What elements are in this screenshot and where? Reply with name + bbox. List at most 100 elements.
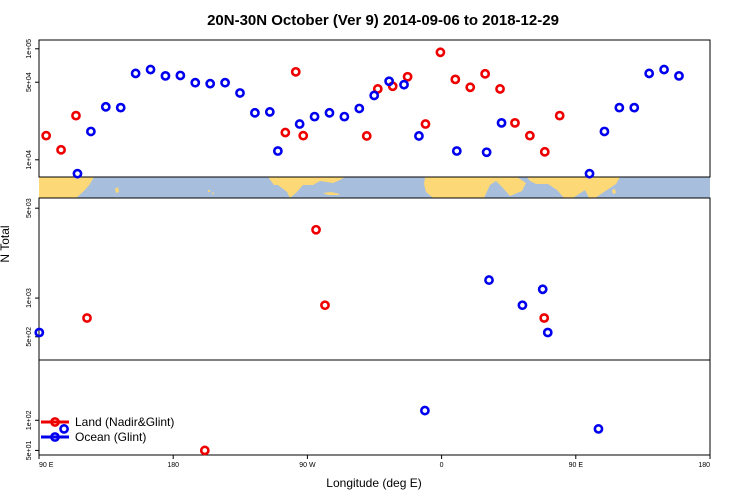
ocean-point — [250, 107, 260, 118]
ocean-point — [593, 424, 604, 434]
ocean-point — [272, 146, 283, 156]
land-point — [539, 313, 550, 323]
land-point — [495, 84, 505, 94]
x-tick-label: 90 E — [569, 462, 584, 469]
ocean-point — [537, 284, 548, 295]
y-tick-label: 5e+03 — [26, 198, 33, 218]
land-point — [311, 224, 321, 235]
ocean-point — [614, 102, 625, 113]
map-land-north-america — [270, 177, 345, 198]
ocean-point — [115, 102, 126, 113]
y-axis-label: N Total — [0, 225, 12, 262]
world-map-strip — [39, 177, 710, 198]
land-point — [554, 110, 565, 121]
map-land-taiwan-east — [612, 189, 616, 194]
land-point — [71, 110, 81, 121]
axes: 1e+05 5e+04 1e+04 5e+03 1e+03 5e+02 1e+02 5e+01… — [26, 39, 711, 469]
ocean-point — [145, 64, 156, 75]
data-points — [34, 47, 684, 456]
land-point — [199, 445, 210, 456]
ocean-point — [481, 147, 492, 158]
land-point — [435, 47, 446, 58]
ocean-point — [484, 275, 494, 285]
map-land-baja — [268, 177, 277, 185]
ocean-point — [175, 70, 186, 81]
ocean-point — [100, 101, 111, 112]
x-tick-label: 90 W — [299, 462, 316, 469]
ocean-point — [659, 64, 669, 75]
land-point — [56, 144, 66, 155]
chart-title: 20N-30N October (Ver 9) 2014-09-06 to 20… — [207, 12, 559, 29]
ocean-point — [451, 146, 462, 156]
ocean-point — [339, 111, 350, 122]
land-point — [290, 66, 301, 77]
ocean-point — [205, 78, 216, 89]
land-point — [361, 131, 372, 141]
land-point — [450, 74, 461, 85]
ocean-point — [384, 76, 395, 87]
ocean-point — [59, 424, 69, 434]
legend-land-label: Land (Nadir&Glint) — [75, 415, 174, 429]
map-land-cuba — [323, 192, 340, 195]
ocean-point — [542, 327, 553, 338]
ocean-point — [34, 327, 45, 338]
ocean-point — [629, 102, 640, 113]
y-tick-label: 5e+01 — [26, 440, 33, 460]
land-point — [420, 119, 431, 129]
panel-frame-3 — [38, 359, 711, 456]
ocean-point — [369, 90, 380, 101]
legend-land-marker — [50, 417, 60, 427]
ocean-point — [496, 117, 507, 128]
land-point — [480, 68, 491, 79]
ocean-point — [419, 405, 430, 416]
land-point — [280, 127, 291, 138]
ocean-point — [85, 126, 96, 137]
ocean-point — [190, 77, 201, 88]
land-point — [524, 130, 535, 141]
land-point — [41, 130, 52, 141]
y-tick-label: 1e+02 — [26, 410, 33, 430]
y-tick-label: 5e+04 — [26, 72, 33, 92]
ocean-point — [309, 111, 320, 122]
land-point — [298, 130, 309, 141]
ocean-point — [644, 68, 655, 79]
y-tick-label: 1e+03 — [26, 288, 33, 308]
x-tick-label: 180 — [698, 462, 710, 469]
x-axis-label: Longitude (deg E) — [326, 476, 421, 490]
ocean-point — [354, 103, 365, 114]
legend: Land (Nadir&Glint) Ocean (Glint) — [41, 415, 174, 444]
x-tick-label: 180 — [167, 462, 179, 469]
land-point — [465, 82, 476, 93]
land-point — [320, 300, 330, 311]
ocean-point — [399, 79, 409, 90]
land-point — [539, 146, 550, 157]
ocean-point — [264, 107, 275, 117]
map-land-asia — [39, 177, 94, 198]
y-tick-label: 5e+02 — [26, 327, 33, 347]
y-tick-label: 1e+05 — [26, 39, 33, 59]
ocean-point — [294, 119, 305, 129]
ocean-point — [584, 168, 595, 179]
panel-frame-1 — [38, 39, 711, 178]
legend-ocean-marker — [50, 432, 60, 442]
land-point — [82, 313, 92, 323]
map-land-taiwan — [115, 187, 119, 193]
y-tick-label: 1e+04 — [26, 150, 33, 170]
map-land-hawaii — [208, 190, 214, 195]
ocean-point — [517, 300, 528, 311]
map-land-africa-arabia — [424, 177, 526, 198]
land-point — [402, 71, 413, 82]
ocean-point — [130, 68, 141, 79]
ocean-point — [235, 88, 245, 98]
map-land-india-china — [527, 177, 620, 198]
panel-frame-2 — [38, 197, 711, 361]
ocean-point — [72, 168, 83, 179]
ocean-point — [674, 70, 684, 81]
x-tick-label: 90 E — [39, 462, 54, 469]
ocean-point — [599, 126, 610, 137]
x-tick-label: 0 — [440, 462, 444, 469]
panel-frames — [38, 39, 711, 456]
legend-ocean-label: Ocean (Glint) — [75, 430, 146, 444]
land-point — [510, 117, 520, 128]
